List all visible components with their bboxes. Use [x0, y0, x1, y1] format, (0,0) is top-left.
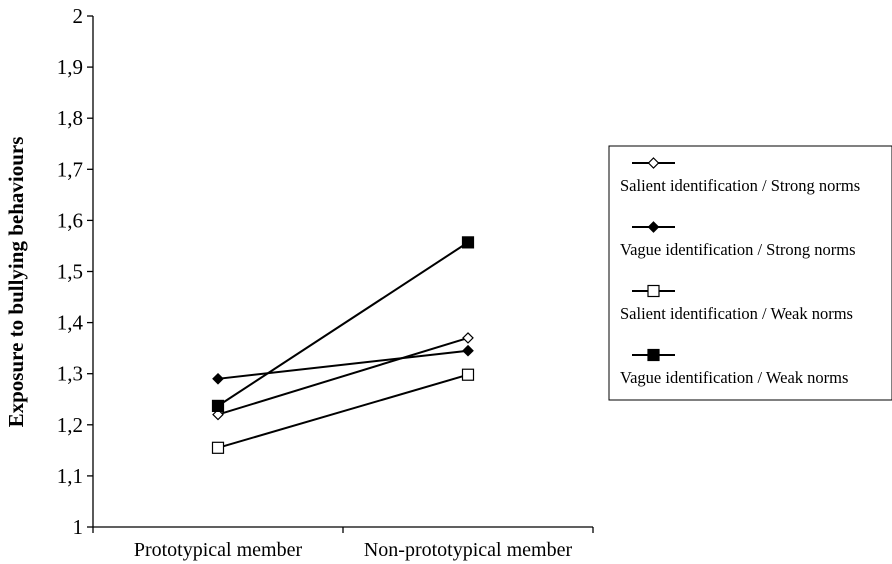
series-4: [211, 236, 475, 412]
legend-label: Vague identification / Strong norms: [620, 240, 856, 259]
y-tick-label: 1,4: [57, 311, 84, 335]
y-tick-label: 2: [73, 4, 84, 28]
data-point: [212, 408, 224, 421]
x-tick-label: Non-prototypical member: [364, 539, 573, 561]
legend-label: Salient identification / Weak norms: [620, 304, 853, 323]
legend-label: Salient identification / Strong norms: [620, 176, 860, 195]
y-tick-label: 1,7: [57, 157, 83, 181]
y-tick-label: 1,6: [57, 208, 83, 232]
data-point: [462, 332, 474, 344]
legend-marker: [647, 221, 660, 233]
y-tick-label: 1: [73, 515, 84, 539]
y-tick-label: 1,8: [57, 106, 83, 130]
legend-item: Salient identification / Weak norms: [620, 284, 853, 323]
data-point: [461, 368, 475, 381]
legend-label: Vague identification / Weak norms: [620, 368, 848, 387]
y-tick-label: 1,3: [57, 362, 83, 386]
data-point: [211, 441, 225, 454]
y-axis-label: Exposure to bullying behaviours: [4, 137, 28, 428]
y-axis-ticks: 1 1,1 1,2 1,3 1,4 1,5 1,6 1,7 1,8 1,9 2: [57, 4, 93, 539]
x-tick-label: Prototypical member: [134, 539, 303, 561]
legend-item: Salient identification / Strong norms: [620, 157, 860, 195]
data-point: [461, 236, 475, 249]
series-1: [212, 332, 474, 421]
series-layer: [211, 236, 475, 454]
legend-item: Vague identification / Weak norms: [620, 348, 848, 387]
series-2: [212, 344, 474, 385]
legend-marker: [647, 284, 660, 298]
y-tick-label: 1,2: [57, 413, 83, 437]
y-tick-label: 1,9: [57, 55, 83, 79]
series-line: [217, 349, 469, 380]
legend-marker: [647, 348, 660, 362]
legend-marker: [647, 157, 660, 169]
legend: Salient identification / Strong norms Vag…: [608, 145, 892, 401]
legend-item: Vague identification / Strong norms: [620, 221, 856, 259]
axes: [92, 16, 593, 528]
data-point: [212, 372, 224, 385]
data-point: [462, 344, 474, 357]
series-line: [217, 373, 469, 449]
y-tick-label: 1,5: [57, 260, 83, 284]
series-line: [217, 336, 469, 416]
series-line: [217, 241, 469, 407]
data-point: [211, 399, 225, 412]
x-axis-ticks: Prototypical member Non-prototypical memb…: [92, 527, 594, 561]
y-tick-label: 1,1: [57, 464, 83, 488]
series-3: [211, 368, 475, 454]
